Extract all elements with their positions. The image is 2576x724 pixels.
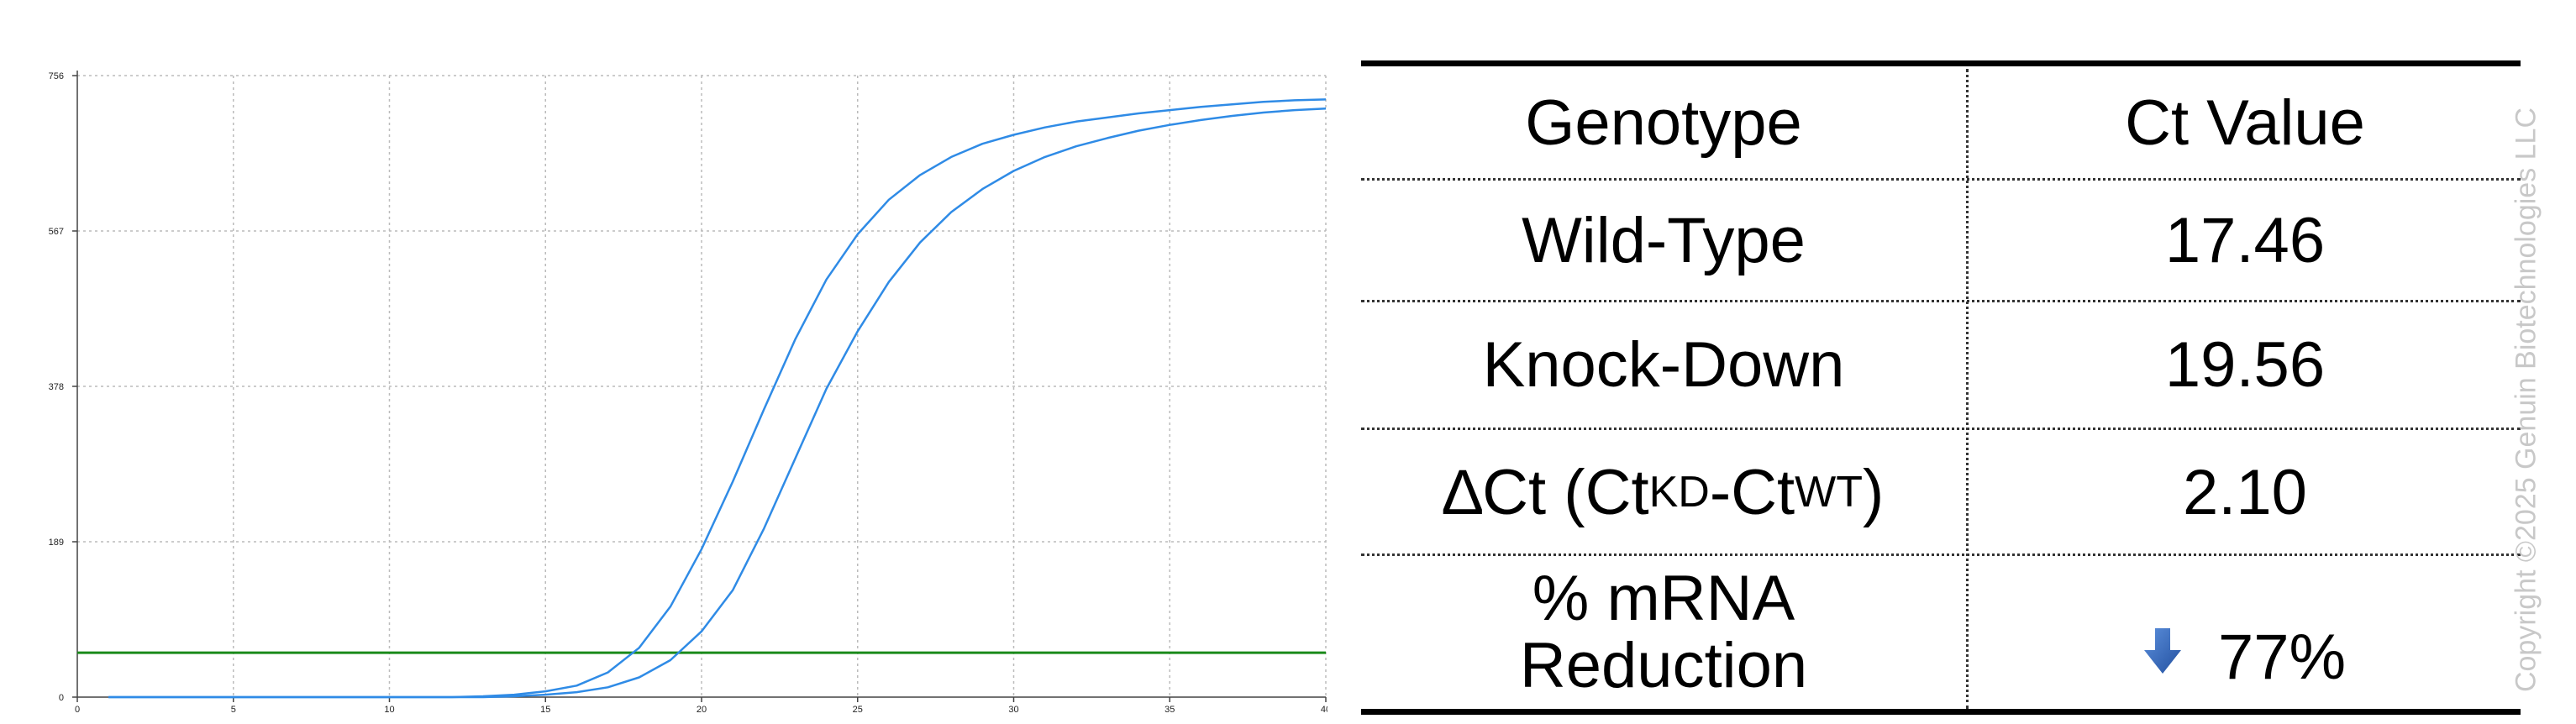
column-divider (1966, 69, 1969, 709)
header-genotype: Genotype (1525, 87, 1802, 160)
x-tick-label: 20 (697, 705, 707, 715)
results-table: Genotype Ct Value Wild-Type 17.46 Knock-… (1361, 60, 2521, 716)
down-arrow-icon (2143, 619, 2181, 686)
x-tick-label: 15 (540, 705, 550, 715)
row-knock-down-label: Knock-Down (1482, 328, 1845, 401)
delta-ct-mid: -Ct (1709, 456, 1795, 528)
x-tick-label: 35 (1164, 705, 1175, 715)
row-delta-ct-label: ∆Ct (Ct KD -Ct WT) (1361, 432, 1966, 553)
row-reduction-label: % mRNA Reduction (1361, 558, 1966, 707)
amplification-chart: 0 189 378 567 756 0 5 10 15 20 25 30 35 40 (49, 71, 1327, 715)
x-tick-label: 40 (1321, 705, 1327, 715)
chart-grid (77, 75, 1327, 697)
x-tick-label: 30 (1008, 705, 1018, 715)
delta-ct-prefix: ∆Ct (Ct (1443, 456, 1649, 528)
reduction-label-line2: Reduction (1519, 630, 1808, 701)
row-wild-type-value: 17.46 (2164, 205, 2326, 277)
row-knock-down-value: 19.56 (2164, 328, 2326, 401)
header-ct-value: Ct Value (2125, 87, 2365, 160)
row-divider (1361, 300, 2521, 302)
y-tick-label: 567 (49, 227, 64, 237)
x-tick-label: 0 (75, 705, 80, 715)
x-tick-label: 10 (384, 705, 394, 715)
y-tick-labels: 0 189 378 567 756 (49, 71, 64, 703)
row-divider (1361, 178, 2521, 181)
copyright-watermark: Copyright ©2025 Genuin Biotechnologies L… (2497, 101, 2556, 699)
delta-ct-suffix: ) (1863, 456, 1885, 528)
row-divider (1361, 428, 2521, 430)
x-tick-labels: 0 5 10 15 20 25 30 35 40 (75, 705, 1327, 715)
amplification-curve-1 (108, 98, 1327, 699)
amplification-curve-2 (108, 107, 1327, 699)
delta-ct-sub-wt: WT (1795, 468, 1863, 517)
table-bottom-rule (1361, 709, 2521, 715)
y-tick-label: 0 (59, 693, 64, 703)
reduction-value: 77% (2217, 622, 2347, 694)
row-divider (1361, 553, 2521, 556)
table-top-rule (1361, 60, 2521, 66)
row-delta-ct-value: 2.10 (2183, 456, 2307, 528)
y-tick-label: 189 (49, 538, 64, 548)
row-wild-type-label: Wild-Type (1522, 205, 1806, 277)
reduction-label-line1: % mRNA (1532, 563, 1795, 635)
x-tick-label: 5 (231, 705, 236, 715)
delta-ct-sub-kd: KD (1648, 468, 1710, 517)
y-tick-label: 756 (49, 71, 64, 81)
curves-layer (108, 98, 1327, 699)
y-tick-label: 378 (49, 382, 64, 392)
x-tick-label: 25 (853, 705, 863, 715)
copyright-text: Copyright ©2025 Genuin Biotechnologies L… (2510, 107, 2542, 693)
row-reduction-value-cell: 77% (1969, 608, 2521, 707)
